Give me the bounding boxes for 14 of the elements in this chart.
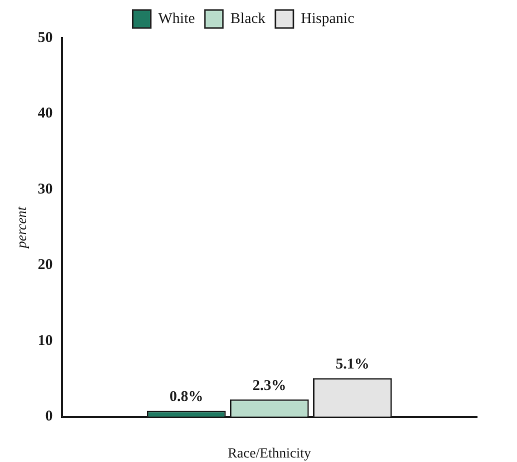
y-tick-label: 40 [38,106,53,122]
y-tick-label: 10 [38,332,53,349]
y-tick-label: 20 [38,257,53,274]
y-tick-label: 0 [45,408,53,425]
x-axis-title: Race/Ethnicity [228,446,311,462]
legend-label: White [158,10,196,27]
data-label: 0.8% [169,389,204,406]
y-tick-label: 30 [38,181,53,198]
legend-label: Hispanic [300,10,355,27]
data-label: 5.1% [336,356,370,373]
legend-label: Black [230,10,266,27]
y-tick-label: 50 [38,30,53,46]
y-axis-title: percent [15,206,30,250]
data-label: 2.3% [252,378,286,394]
